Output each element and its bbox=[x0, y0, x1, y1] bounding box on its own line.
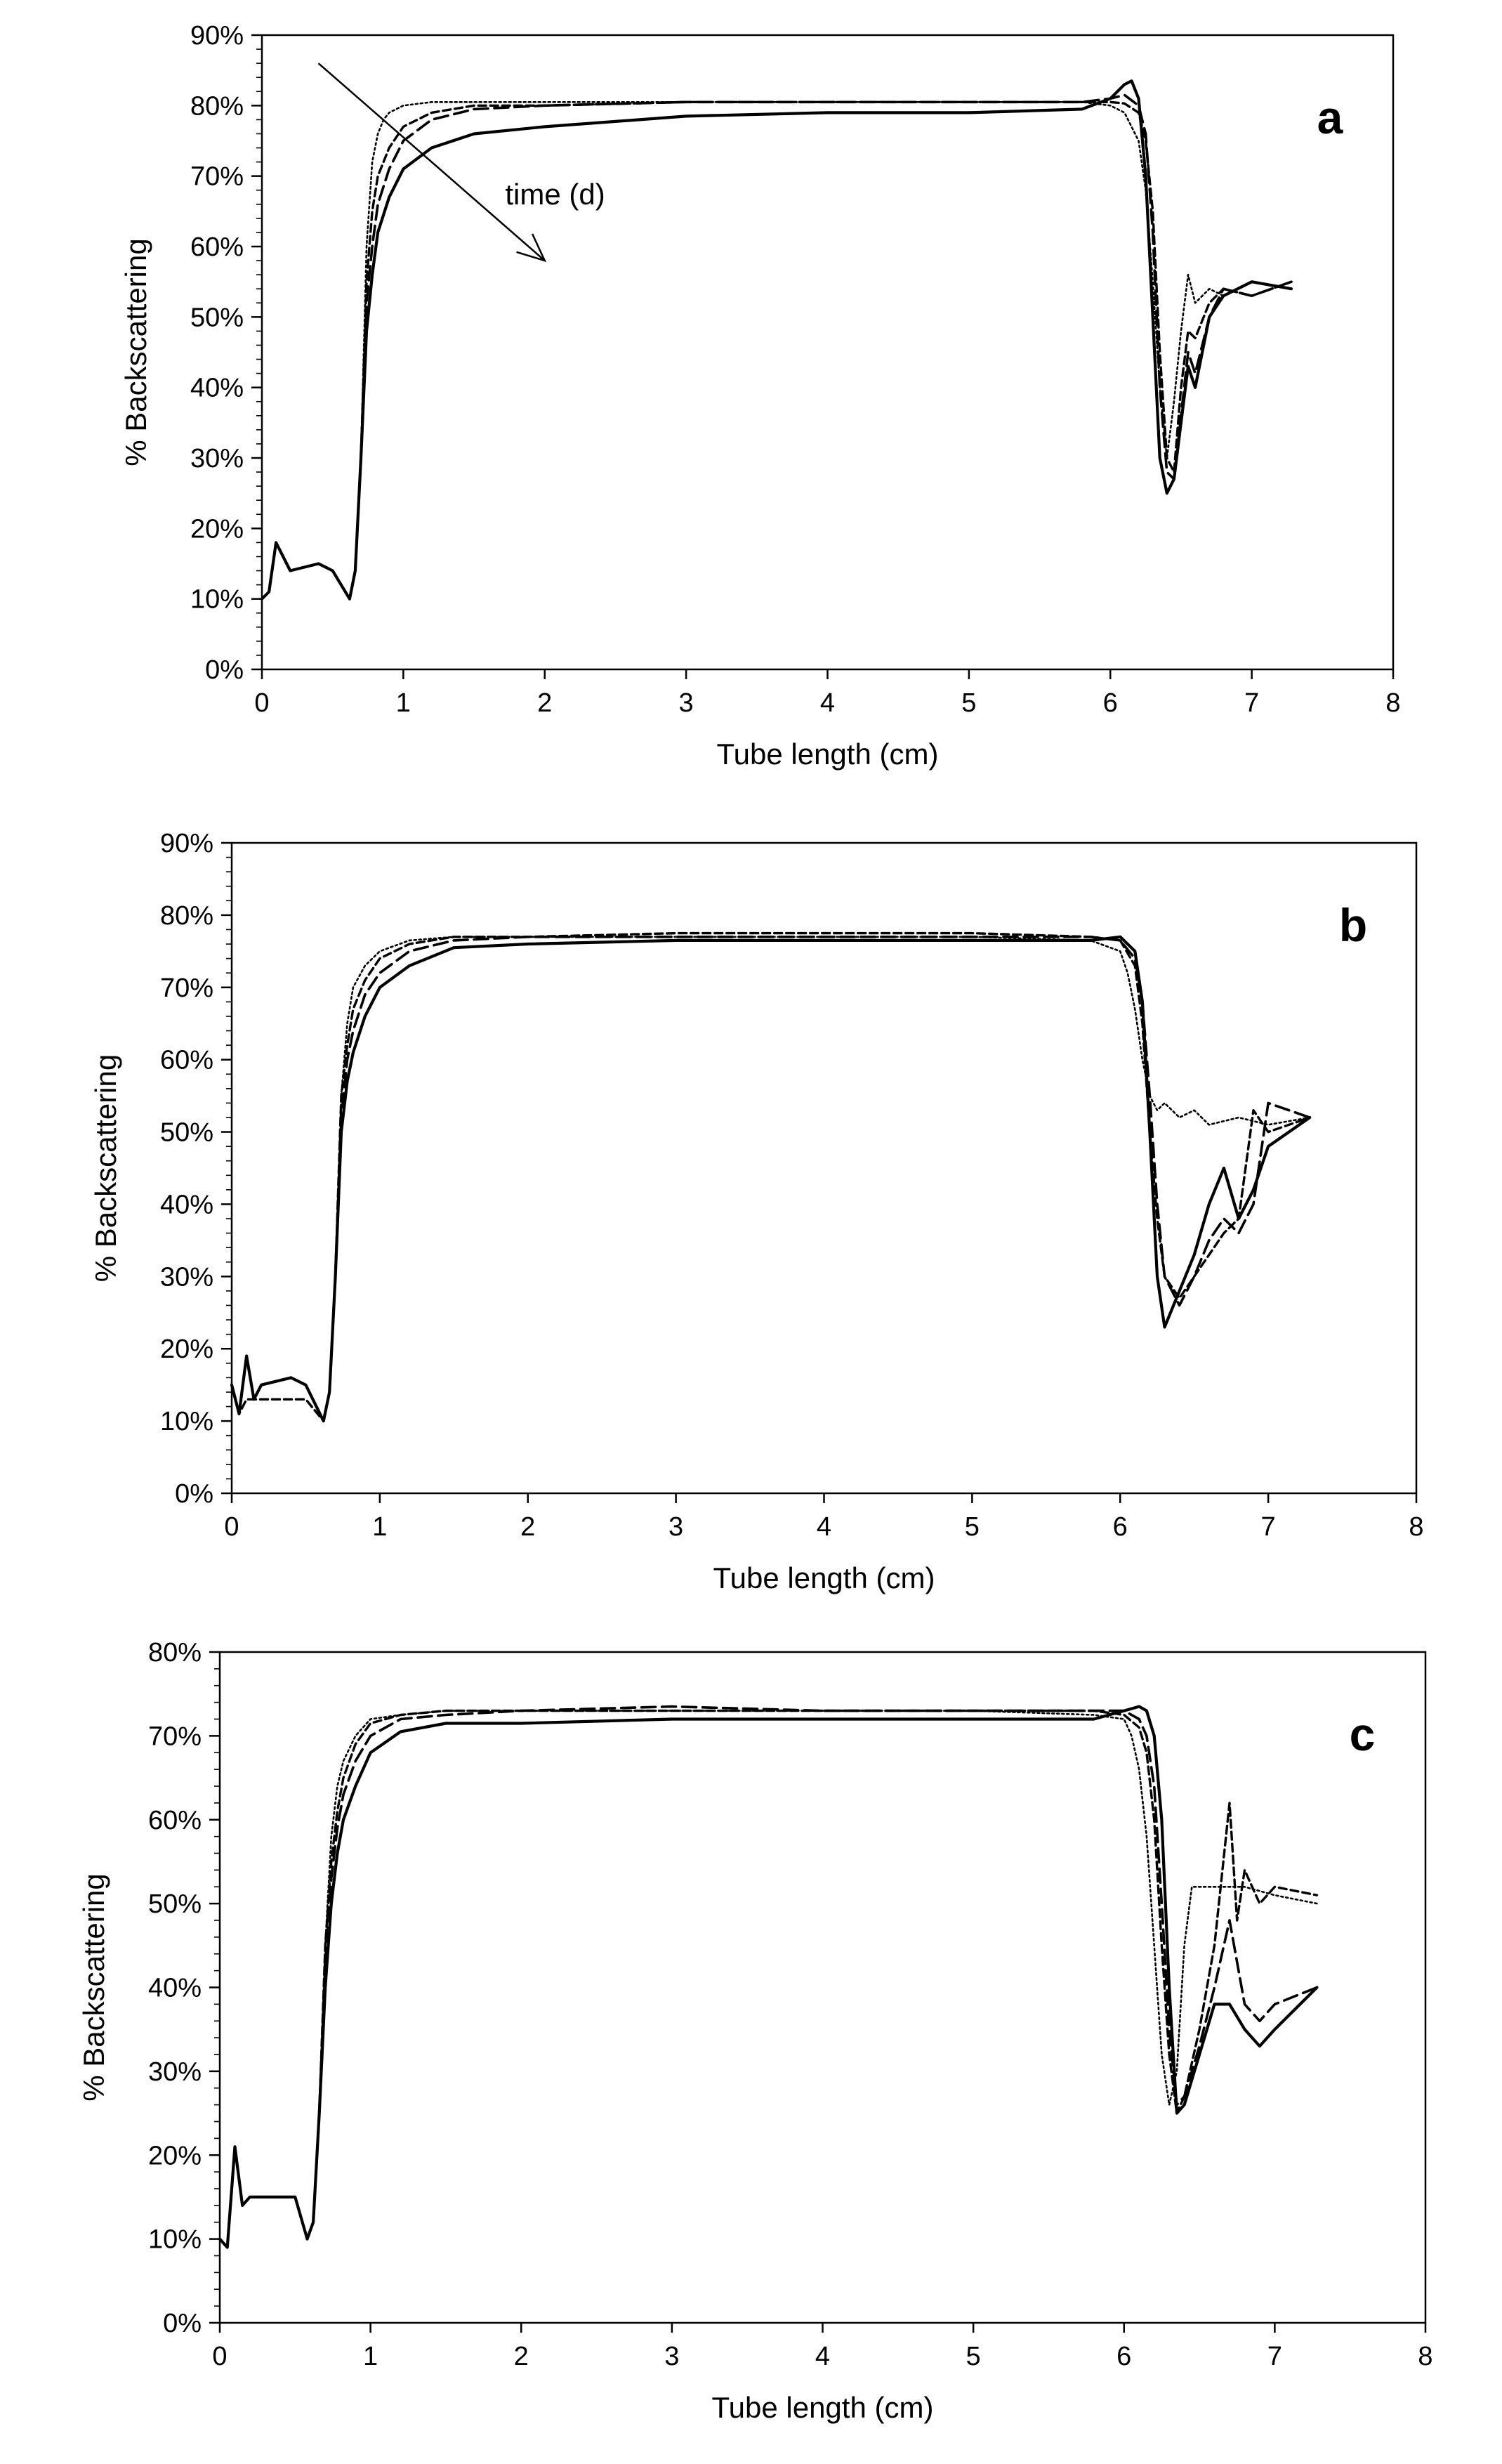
y-tick-label-b-6: 60% bbox=[160, 1046, 213, 1075]
x-tick-label-b-4: 4 bbox=[817, 1512, 831, 1542]
y-tick-label-c-7: 70% bbox=[148, 1722, 202, 1751]
y-tick-label-c-4: 40% bbox=[148, 1974, 202, 2003]
x-tick-label-c-4: 4 bbox=[815, 2342, 830, 2371]
x-tick-label-a-7: 7 bbox=[1244, 688, 1259, 718]
y-tick-label-b-1: 10% bbox=[160, 1407, 213, 1436]
panel-a-chart: 0 1 2 3 4 5 6 7 80%10%20%30%40%50%60%70%80%90%Tu… bbox=[119, 21, 1401, 771]
series-line-c-day-3 bbox=[218, 1705, 1319, 2249]
x-tick-label-a-8: 8 bbox=[1385, 688, 1400, 718]
x-tick-label-b-8: 8 bbox=[1409, 1512, 1423, 1542]
y-axis-title-a: % Backscattering bbox=[119, 238, 152, 466]
x-axis-title-b: Tube length (cm) bbox=[713, 1561, 935, 1594]
y-tick-label-a-7: 70% bbox=[190, 162, 244, 192]
plot-area-a bbox=[261, 34, 1395, 671]
x-tick-label-b-6: 6 bbox=[1113, 1512, 1128, 1542]
y-tick-label-c-1: 10% bbox=[148, 2225, 202, 2255]
y-tick-label-b-0: 0% bbox=[175, 1479, 213, 1509]
x-tick-label-a-6: 6 bbox=[1103, 688, 1118, 718]
series-line-c-day-2 bbox=[218, 1709, 1319, 2249]
x-tick-label-c-7: 7 bbox=[1267, 2342, 1282, 2371]
x-axis-title-a: Tube length (cm) bbox=[717, 738, 939, 771]
x-tick-label-a-3: 3 bbox=[679, 688, 694, 718]
y-tick-label-a-2: 20% bbox=[190, 514, 244, 544]
panel-b-chart: 0 1 2 3 4 5 6 7 80%10%20%30%40%50%60%70%80%90%Tu… bbox=[89, 829, 1424, 1594]
series-line-c-latest bbox=[218, 1705, 1319, 2249]
y-tick-label-b-9: 90% bbox=[160, 829, 213, 858]
x-tick-label-b-2: 2 bbox=[520, 1512, 535, 1542]
panel-letter-c: c bbox=[1350, 1708, 1376, 1760]
x-tick-label-a-5: 5 bbox=[961, 688, 976, 718]
x-tick-label-b-3: 3 bbox=[668, 1512, 683, 1542]
x-tick-label-c-3: 3 bbox=[664, 2342, 679, 2371]
y-tick-label-b-5: 50% bbox=[160, 1118, 213, 1148]
series-line-a-latest bbox=[260, 79, 1293, 601]
x-tick-label-b-5: 5 bbox=[965, 1512, 980, 1542]
y-tick-label-a-3: 30% bbox=[190, 444, 244, 473]
x-tick-label-a-1: 1 bbox=[396, 688, 411, 718]
panel-letter-a: a bbox=[1317, 91, 1344, 143]
x-tick-label-a-0: 0 bbox=[254, 688, 269, 718]
annotation-bg-a bbox=[498, 176, 633, 216]
y-tick-label-a-9: 90% bbox=[190, 21, 244, 51]
y-tick-label-c-2: 20% bbox=[148, 2141, 202, 2170]
y-tick-label-b-7: 70% bbox=[160, 974, 213, 1003]
y-tick-label-c-5: 50% bbox=[148, 1889, 202, 1919]
y-tick-label-a-4: 40% bbox=[190, 374, 244, 403]
x-tick-label-c-1: 1 bbox=[363, 2342, 378, 2371]
series-line-a-day-3 bbox=[261, 93, 1293, 601]
x-tick-label-c-8: 8 bbox=[1418, 2342, 1432, 2371]
y-tick-label-a-6: 60% bbox=[190, 232, 244, 262]
x-tick-label-a-4: 4 bbox=[820, 688, 835, 718]
series-line-a-day-2 bbox=[261, 100, 1293, 601]
y-tick-label-a-8: 80% bbox=[190, 91, 244, 121]
x-tick-label-a-2: 2 bbox=[537, 688, 552, 718]
y-tick-label-a-1: 10% bbox=[190, 585, 244, 615]
x-tick-label-c-6: 6 bbox=[1116, 2342, 1131, 2371]
x-tick-label-b-0: 0 bbox=[224, 1512, 239, 1542]
panel-letter-b: b bbox=[1339, 899, 1367, 951]
y-tick-label-c-3: 30% bbox=[148, 2057, 202, 2087]
plot-area-c bbox=[218, 1651, 1427, 2324]
x-tick-label-b-1: 1 bbox=[372, 1512, 387, 1542]
y-tick-label-b-2: 20% bbox=[160, 1335, 213, 1364]
y-tick-label-b-4: 40% bbox=[160, 1190, 213, 1219]
y-tick-label-c-8: 80% bbox=[148, 1638, 202, 1667]
x-tick-label-c-5: 5 bbox=[966, 2342, 981, 2371]
x-tick-label-c-0: 0 bbox=[212, 2342, 227, 2371]
y-tick-label-b-3: 30% bbox=[160, 1262, 213, 1292]
y-tick-label-b-8: 80% bbox=[160, 901, 213, 931]
y-tick-label-c-0: 0% bbox=[163, 2309, 202, 2338]
x-tick-label-c-2: 2 bbox=[514, 2342, 529, 2371]
x-axis-title-c: Tube length (cm) bbox=[712, 2391, 934, 2424]
y-tick-label-a-0: 0% bbox=[205, 655, 244, 685]
series-line-a-earliest bbox=[261, 101, 1293, 601]
time-arrowhead-a bbox=[516, 233, 547, 263]
y-axis-title-c: % Backscattering bbox=[77, 1873, 110, 2101]
y-tick-label-c-6: 60% bbox=[148, 1806, 202, 1835]
x-tick-label-b-7: 7 bbox=[1261, 1512, 1276, 1542]
series-line-b-latest bbox=[230, 935, 1312, 1423]
annotation-time-a: time (d) bbox=[505, 178, 605, 211]
y-tick-label-a-5: 50% bbox=[190, 303, 244, 332]
y-axis-title-b: % Backscattering bbox=[89, 1054, 122, 1282]
series-line-b-earliest bbox=[230, 936, 1311, 1422]
time-arrow-a bbox=[317, 63, 546, 262]
series-line-b-day-3 bbox=[230, 936, 1311, 1422]
panel-c-chart: 0 1 2 3 4 5 6 7 80%10%20%30%40%50%60%70%80%Tube … bbox=[77, 1638, 1433, 2424]
series-line-c-earliest bbox=[218, 1710, 1318, 2248]
series-line-b-day-2 bbox=[230, 931, 1311, 1422]
